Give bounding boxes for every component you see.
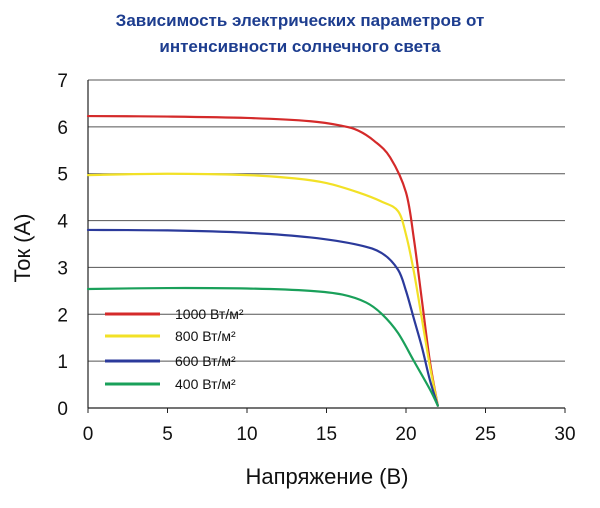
series-line-4 — [86, 286, 439, 407]
x-tick-label: 5 — [162, 424, 173, 445]
y-tick-label: 7 — [57, 71, 68, 92]
x-tick-label: 0 — [83, 424, 94, 445]
chart-title-line-1: Зависимость электрических параметров от — [115, 11, 485, 30]
y-tick-label: 4 — [57, 212, 68, 233]
legend: 1000 Вт/м² 800 Вт/м² 600 Вт/м² 400 Вт/м² — [105, 306, 244, 392]
x-tick-label: 20 — [395, 424, 416, 445]
axes: 0 1 2 3 4 5 6 7 0 5 10 15 20 25 30 — [57, 71, 575, 445]
legend-label: 400 Вт/м² — [175, 376, 236, 392]
y-tick-label: 5 — [57, 165, 68, 186]
x-tick-label: 25 — [475, 424, 496, 445]
legend-label: 1000 Вт/м² — [175, 306, 244, 322]
x-tick-label: 30 — [554, 424, 575, 445]
series-line-3 — [86, 228, 439, 407]
series-line-2 — [86, 172, 439, 407]
y-tick-label: 3 — [57, 258, 68, 279]
y-tick-label: 2 — [57, 305, 68, 326]
chart-title: Зависимость электрических параметров от … — [0, 8, 600, 60]
y-axis-title: Ток (А) — [10, 213, 35, 282]
chart-title-line-2: интенсивности солнечного света — [159, 37, 441, 56]
grid-lines — [88, 79, 565, 362]
x-tick-label: 15 — [316, 424, 337, 445]
legend-label: 800 Вт/м² — [175, 328, 236, 344]
x-tick-label: 10 — [236, 424, 257, 445]
legend-label: 600 Вт/м² — [175, 353, 236, 369]
y-tick-label: 0 — [57, 399, 68, 420]
x-axis-title: Напряжение (В) — [245, 464, 408, 489]
series-line-1 — [86, 114, 439, 407]
y-tick-label: 6 — [57, 118, 68, 139]
series-layer — [86, 114, 439, 407]
y-tick-label: 1 — [57, 352, 68, 373]
